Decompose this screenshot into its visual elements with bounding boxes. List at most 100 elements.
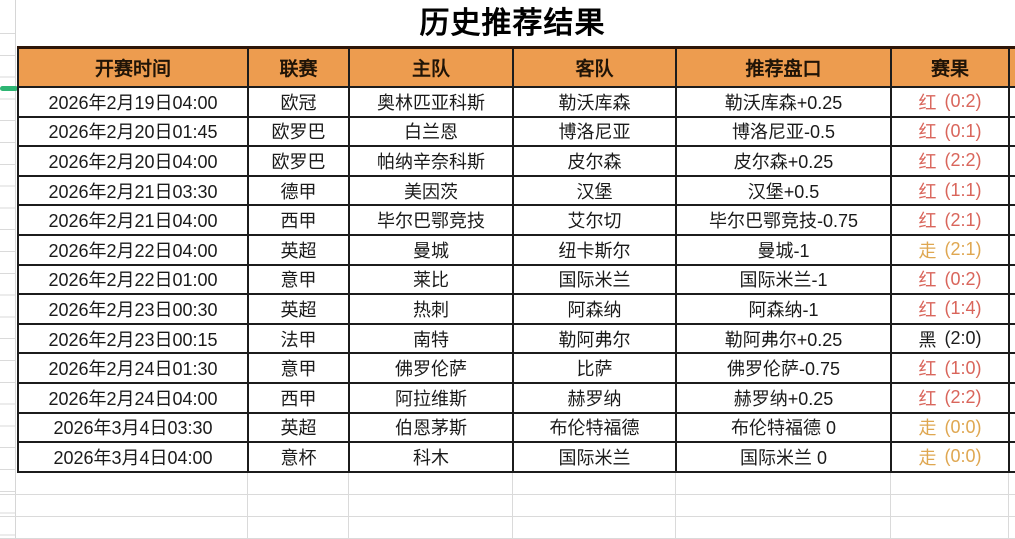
cell-handicap[interactable]: 汉堡+0.5	[675, 176, 890, 205]
header-cell-away[interactable]: 客队	[512, 49, 675, 86]
cell-away-team[interactable]: 国际米兰	[512, 443, 675, 471]
cell-time[interactable]: 2026年3月4日03:30	[17, 413, 247, 442]
cell-time[interactable]: 2026年2月23日00:30	[17, 295, 247, 323]
cell-away-team[interactable]: 阿森纳	[512, 295, 675, 323]
cell-home-team[interactable]: 奥林匹亚科斯	[348, 88, 512, 116]
cell-away-team[interactable]: 艾尔切	[512, 206, 675, 234]
cell-league[interactable]: 欧冠	[247, 88, 348, 116]
cell-home-team[interactable]: 帕纳辛奈科斯	[348, 147, 512, 175]
cell-league[interactable]: 英超	[247, 235, 348, 264]
cell-away-team[interactable]: 赫罗纳	[512, 383, 675, 412]
cell-league[interactable]: 欧罗巴	[247, 147, 348, 175]
cell-handicap[interactable]: 皮尔森+0.25	[675, 147, 890, 175]
cell-time[interactable]: 2026年2月22日04:00	[17, 235, 247, 264]
cell-home-team[interactable]: 曼城	[348, 235, 512, 264]
cell-handicap[interactable]: 国际米兰-1	[675, 265, 890, 294]
cell-home-team[interactable]: 阿拉维斯	[348, 383, 512, 412]
cell-away-team[interactable]: 汉堡	[512, 176, 675, 205]
cell-handicap[interactable]: 国际米兰 0	[675, 443, 890, 471]
cell-away-team[interactable]: 国际米兰	[512, 265, 675, 294]
cell-result[interactable]: 红 (1:0)	[890, 354, 1008, 382]
result-outcome: 走	[918, 418, 937, 439]
header-cell-handicap[interactable]: 推荐盘口	[675, 49, 890, 86]
cell-league[interactable]: 英超	[247, 295, 348, 323]
cell-away-team[interactable]: 博洛尼亚	[512, 117, 675, 146]
table-row: 2026年2月19日04:00 欧冠 奥林匹亚科斯 勒沃库森 勒沃库森+0.25…	[17, 88, 1015, 118]
result-outcome: 黑	[918, 329, 937, 350]
cell-handicap[interactable]: 毕尔巴鄂竞技-0.75	[675, 206, 890, 234]
cell-home-team[interactable]: 白兰恩	[348, 117, 512, 146]
cell-time[interactable]: 2026年2月24日01:30	[17, 354, 247, 382]
cell-league[interactable]: 德甲	[247, 176, 348, 205]
cell-league[interactable]: 西甲	[247, 206, 348, 234]
cell-handicap[interactable]: 佛罗伦萨-0.75	[675, 354, 890, 382]
cell-handicap[interactable]: 布伦特福德 0	[675, 413, 890, 442]
cell-league[interactable]: 西甲	[247, 383, 348, 412]
cell-league[interactable]: 意杯	[247, 443, 348, 471]
result-score: (2:2)	[944, 150, 982, 171]
cell-home-team[interactable]: 莱比	[348, 265, 512, 294]
cell-result[interactable]: 走 (2:1)	[890, 235, 1008, 264]
table-row: 2026年2月24日04:00 西甲 阿拉维斯 赫罗纳 赫罗纳+0.25 红 (…	[17, 383, 1015, 414]
cell-time[interactable]: 2026年2月19日04:00	[17, 88, 247, 116]
cell-handicap[interactable]: 赫罗纳+0.25	[675, 383, 890, 412]
cell-league[interactable]: 英超	[247, 413, 348, 442]
empty-gridline-v	[675, 473, 676, 539]
cell-time[interactable]: 2026年2月21日03:30	[17, 176, 247, 205]
cell-handicap[interactable]: 博洛尼亚-0.5	[675, 117, 890, 146]
cell-away-team[interactable]: 皮尔森	[512, 147, 675, 175]
cell-time[interactable]: 2026年2月21日04:00	[17, 206, 247, 234]
cell-result[interactable]: 红 (2:1)	[890, 206, 1008, 234]
cell-result[interactable]: 红 (0:2)	[890, 265, 1008, 294]
cell-result[interactable]: 红 (0:2)	[890, 88, 1008, 116]
result-score: (1:4)	[944, 298, 982, 319]
table-body: 2026年2月19日04:00 欧冠 奥林匹亚科斯 勒沃库森 勒沃库森+0.25…	[17, 88, 1015, 473]
header-cell-home[interactable]: 主队	[348, 49, 512, 86]
cell-result[interactable]: 红 (1:1)	[890, 176, 1008, 205]
cell-result[interactable]: 走 (0:0)	[890, 443, 1008, 471]
cell-away-team[interactable]: 布伦特福德	[512, 413, 675, 442]
cell-league[interactable]: 意甲	[247, 354, 348, 382]
cell-home-team[interactable]: 热刺	[348, 295, 512, 323]
cell-sliver	[1008, 413, 1015, 442]
cell-away-team[interactable]: 纽卡斯尔	[512, 235, 675, 264]
cell-league[interactable]: 欧罗巴	[247, 117, 348, 146]
cell-home-team[interactable]: 佛罗伦萨	[348, 354, 512, 382]
cell-time[interactable]: 2026年2月23日00:15	[17, 324, 247, 353]
cell-league[interactable]: 法甲	[247, 324, 348, 353]
cell-home-team[interactable]: 美因茨	[348, 176, 512, 205]
cell-away-team[interactable]: 勒沃库森	[512, 88, 675, 116]
cell-home-team[interactable]: 科木	[348, 443, 512, 471]
header-cell-league[interactable]: 联赛	[247, 49, 348, 86]
cell-time[interactable]: 2026年2月22日01:00	[17, 265, 247, 294]
cell-handicap[interactable]: 勒沃库森+0.25	[675, 88, 890, 116]
cell-away-team[interactable]: 比萨	[512, 354, 675, 382]
cell-result[interactable]: 红 (0:1)	[890, 117, 1008, 146]
result-outcome: 红	[918, 388, 937, 409]
table-row: 2026年2月21日03:30 德甲 美因茨 汉堡 汉堡+0.5 红 (1:1)	[17, 176, 1015, 207]
cell-time[interactable]: 2026年3月4日04:00	[17, 443, 247, 471]
cell-time[interactable]: 2026年2月20日04:00	[17, 147, 247, 175]
table-row: 2026年2月23日00:30 英超 热刺 阿森纳 阿森纳-1 红 (1:4)	[17, 295, 1015, 325]
header-cell-result[interactable]: 赛果	[890, 49, 1008, 86]
result-outcome: 红	[918, 181, 937, 202]
cell-time[interactable]: 2026年2月24日04:00	[17, 383, 247, 412]
cell-handicap[interactable]: 阿森纳-1	[675, 295, 890, 323]
header-cell-time[interactable]: 开赛时间	[17, 49, 247, 86]
results-table: 开赛时间 联赛 主队 客队 推荐盘口 赛果 2026年2月19日04:00 欧冠…	[17, 46, 1015, 473]
cell-handicap[interactable]: 曼城-1	[675, 235, 890, 264]
cell-sliver	[1008, 265, 1015, 294]
cell-result[interactable]: 走 (0:0)	[890, 413, 1008, 442]
cell-home-team[interactable]: 毕尔巴鄂竞技	[348, 206, 512, 234]
cell-result[interactable]: 红 (2:2)	[890, 147, 1008, 175]
cell-away-team[interactable]: 勒阿弗尔	[512, 324, 675, 353]
cell-time[interactable]: 2026年2月20日01:45	[17, 117, 247, 146]
cell-home-team[interactable]: 伯恩茅斯	[348, 413, 512, 442]
cell-result[interactable]: 黑 (2:0)	[890, 324, 1008, 353]
cell-handicap[interactable]: 勒阿弗尔+0.25	[675, 324, 890, 353]
result-score: (1:1)	[944, 180, 982, 201]
cell-home-team[interactable]: 南特	[348, 324, 512, 353]
cell-result[interactable]: 红 (1:4)	[890, 295, 1008, 323]
cell-league[interactable]: 意甲	[247, 265, 348, 294]
cell-result[interactable]: 红 (2:2)	[890, 383, 1008, 412]
